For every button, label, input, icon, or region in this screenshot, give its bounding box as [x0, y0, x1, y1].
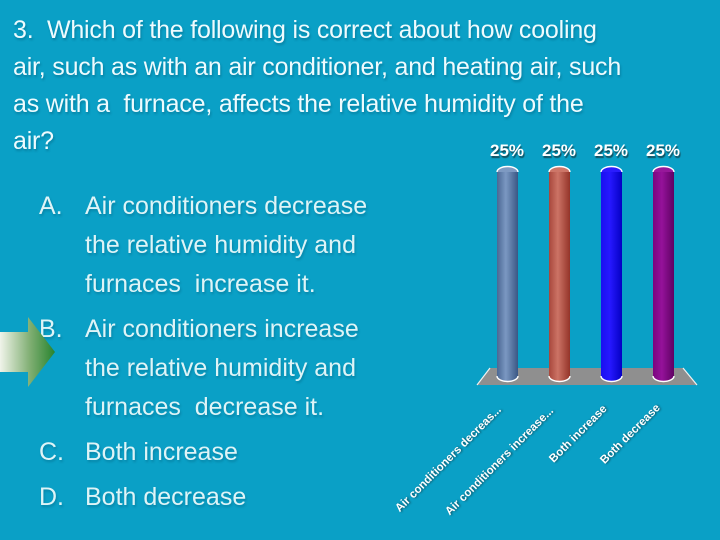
- bar-value-label: 25%: [489, 141, 525, 160]
- bar-value-label: 25%: [541, 141, 577, 160]
- answer-text-a: Air conditioners decrease the relative h…: [85, 192, 368, 298]
- bar-4: [652, 165, 675, 383]
- answer-item-c: C. Both increase: [39, 433, 459, 472]
- bar-value-label: 25%: [593, 141, 629, 160]
- answer-letter-d: D.: [39, 483, 64, 511]
- chart-floor: [477, 368, 697, 385]
- answer-item-b: B. Air conditioners increase the relativ…: [39, 310, 459, 427]
- bar-2: [548, 165, 571, 383]
- answer-text-b: Air conditioners increase the relative h…: [85, 315, 359, 421]
- bar-3: [600, 165, 623, 383]
- answer-item-a: A. Air conditioners decrease the relativ…: [39, 187, 459, 304]
- answer-text-d: Both decrease: [85, 483, 247, 511]
- answer-letter-a: A.: [39, 192, 63, 220]
- chart-floor-edge-left: [476, 367, 491, 386]
- answer-list: A. Air conditioners decrease the relativ…: [39, 187, 459, 523]
- answer-text-c: Both increase: [85, 438, 238, 466]
- chart-floor-edge-right: [682, 367, 698, 386]
- bar-value-label: 25%: [645, 141, 681, 160]
- answer-letter-b: B.: [39, 315, 63, 343]
- answer-letter-c: C.: [39, 438, 64, 466]
- answer-item-d: D. Both decrease: [39, 478, 459, 517]
- answer-pointer-arrow-icon: [0, 317, 55, 387]
- bar-1: [496, 165, 519, 383]
- question-title: 3. Which of the following is correct abo…: [13, 16, 622, 155]
